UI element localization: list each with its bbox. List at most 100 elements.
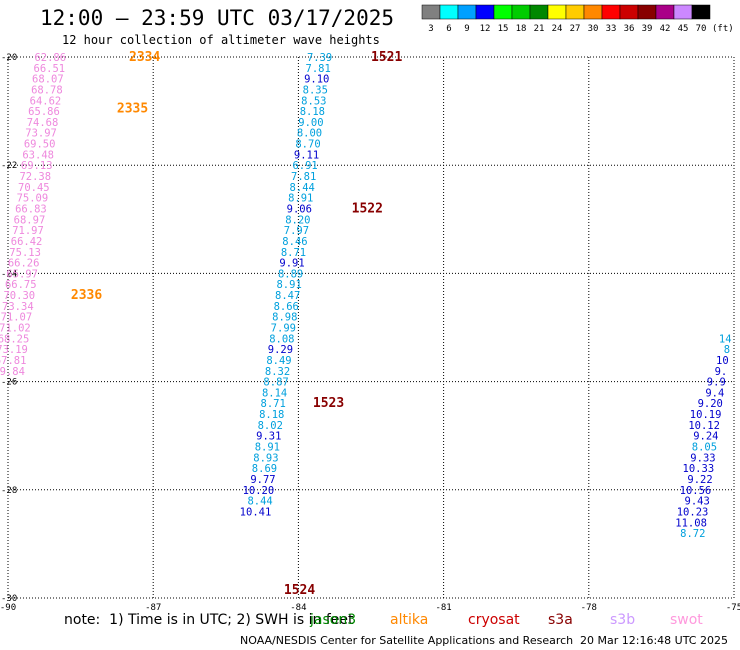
pass-time-label: 1522 (352, 201, 383, 216)
lat-tick-label: -20 (1, 53, 17, 63)
wave-height-value: 7.97 (284, 225, 309, 237)
legend-swatch (673, 4, 693, 20)
wave-height-value: 9.9 (707, 377, 726, 389)
satellite-name: swot (670, 612, 703, 628)
legend-swatch (457, 4, 477, 20)
legend-label: 45 (678, 24, 689, 34)
legend-swatch (565, 4, 585, 20)
wave-height-value: 68.97 (14, 214, 46, 226)
wave-height-value: 8.71 (281, 247, 306, 259)
wave-height-value: 69.13 (21, 160, 53, 172)
wave-height-value: 8.44 (247, 496, 272, 508)
wave-height-value: 64.62 (30, 95, 62, 107)
wave-height-value: 75.13 (9, 247, 41, 259)
wave-height-value: 10 (716, 355, 729, 367)
wave-height-value: 70.45 (18, 182, 50, 194)
wave-height-value: 9.11 (294, 149, 319, 161)
legend-label: 42 (660, 24, 671, 34)
wave-height-value: 73.19 (0, 344, 28, 356)
track-saral-west: 62.8666.5168.0768.7864.6265.8674.6873.97… (0, 52, 66, 378)
legend-swatch (691, 4, 711, 20)
wave-height-value: 9.91 (279, 258, 304, 270)
wave-height-value: 8.47 (275, 290, 300, 302)
legend-label: 21 (534, 24, 545, 34)
wave-height-value: 8.66 (274, 301, 299, 313)
wave-height-value: 68.78 (31, 84, 63, 96)
wave-height-value: 7.39 (307, 52, 332, 64)
wave-height-value: 8.89 (278, 268, 303, 280)
legend-swatch (619, 4, 639, 20)
wave-height-value: 10.20 (243, 485, 275, 497)
page-title: 12:00 – 23:59 UTC 03/17/2025 (40, 6, 395, 30)
legend-label: 33 (606, 24, 617, 34)
pass-time-label: 1523 (313, 396, 344, 411)
wave-height-value: 10.41 (240, 506, 272, 518)
wave-height-value: 70.30 (3, 290, 35, 302)
wave-height-value: 67.81 (0, 355, 26, 367)
wave-height-value: 68.25 (0, 333, 29, 345)
legend-label: 30 (588, 24, 599, 34)
satellite-name: cryosat (468, 612, 520, 628)
wave-height-value: 8.91 (288, 193, 313, 205)
legend-swatch (547, 4, 567, 20)
legend-unit: (ft) (712, 24, 734, 34)
wave-height-value: 66.26 (8, 258, 40, 270)
wave-height-value: 62.86 (34, 52, 66, 64)
altimeter-tracks: 62.8666.5168.0768.7864.6265.8674.6873.97… (0, 52, 732, 540)
wave-height-value: 8.05 (692, 442, 717, 454)
wave-height-value: 7.81 (291, 171, 316, 183)
wave-height-value: 65.97 (6, 268, 38, 280)
wave-height-value: 10.56 (680, 485, 712, 497)
legend-swatch (475, 4, 495, 20)
wave-height-value: 66.51 (34, 63, 66, 75)
wave-height-value: 71.07 (1, 312, 33, 324)
wave-height-value: 9.43 (685, 496, 710, 508)
legend-label: 9 (464, 24, 469, 34)
wave-height-value: 8.98 (272, 312, 297, 324)
wave-height-value: 75.09 (17, 193, 49, 205)
wave-height-value: 8.91 (276, 279, 301, 291)
track-jason-east: 148109.9.99.49.2010.1910.129.248.059.331… (675, 333, 731, 540)
wave-height-value: 10.23 (677, 506, 709, 518)
map-axes: -90 -87 -84 -81 -78 -75 -20 -22 -24 -26 -28 -30 (0, 53, 740, 613)
wave-height-value: 9.20 (698, 398, 723, 410)
pass-time-label: 2335 (117, 101, 148, 116)
wave-height-value: 10.19 (690, 409, 722, 421)
wave-height-value: 8.91 (255, 442, 280, 454)
wave-height-value: 8.02 (258, 420, 283, 432)
lon-tick-label: -90 (0, 603, 16, 613)
lon-tick-label: -78 (581, 603, 597, 613)
wave-height-value: 71.97 (12, 225, 44, 237)
wave-height-value: 71.02 (0, 323, 31, 335)
lon-tick-label: -87 (145, 603, 161, 613)
wave-height-value: 8.93 (253, 452, 278, 464)
legend-label: 36 (624, 24, 635, 34)
satellite-name: altika (390, 612, 429, 628)
wave-height-value: 8.44 (290, 182, 315, 194)
page-subtitle: 12 hour collection of altimeter wave hei… (62, 33, 380, 47)
wave-height-value: 66.75 (5, 279, 37, 291)
legend-swatch (601, 4, 621, 20)
satellite-name: jason3 (310, 612, 357, 628)
satellite-name: s3a (548, 612, 573, 628)
wave-height-value: 65.86 (28, 106, 60, 118)
wave-height-value: 9.29 (268, 344, 293, 356)
wave-height-value: 10.12 (688, 420, 720, 432)
wave-height-value: 9.10 (304, 74, 329, 86)
legend-label: 39 (642, 24, 653, 34)
wave-height-value: 68.07 (32, 74, 64, 86)
wave-height-value: 6.91 (292, 160, 317, 172)
lon-tick-label: -81 (435, 603, 451, 613)
legend-label: 70 (696, 24, 707, 34)
wave-height-value: 8.20 (285, 214, 310, 226)
legend-label: 3 (428, 24, 433, 34)
wave-height-value: 9.22 (687, 474, 712, 486)
wave-height-value: 73.97 (25, 128, 57, 140)
legend-swatch (439, 4, 459, 20)
lat-tick-label: -26 (1, 378, 17, 388)
pass-time-labels: 2334 2335 2336 1521 1522 1523 1524 (71, 50, 403, 598)
wave-height-value: 8.71 (261, 398, 286, 410)
legend-swatch (637, 4, 657, 20)
wave-height-value: 69.50 (24, 139, 56, 151)
